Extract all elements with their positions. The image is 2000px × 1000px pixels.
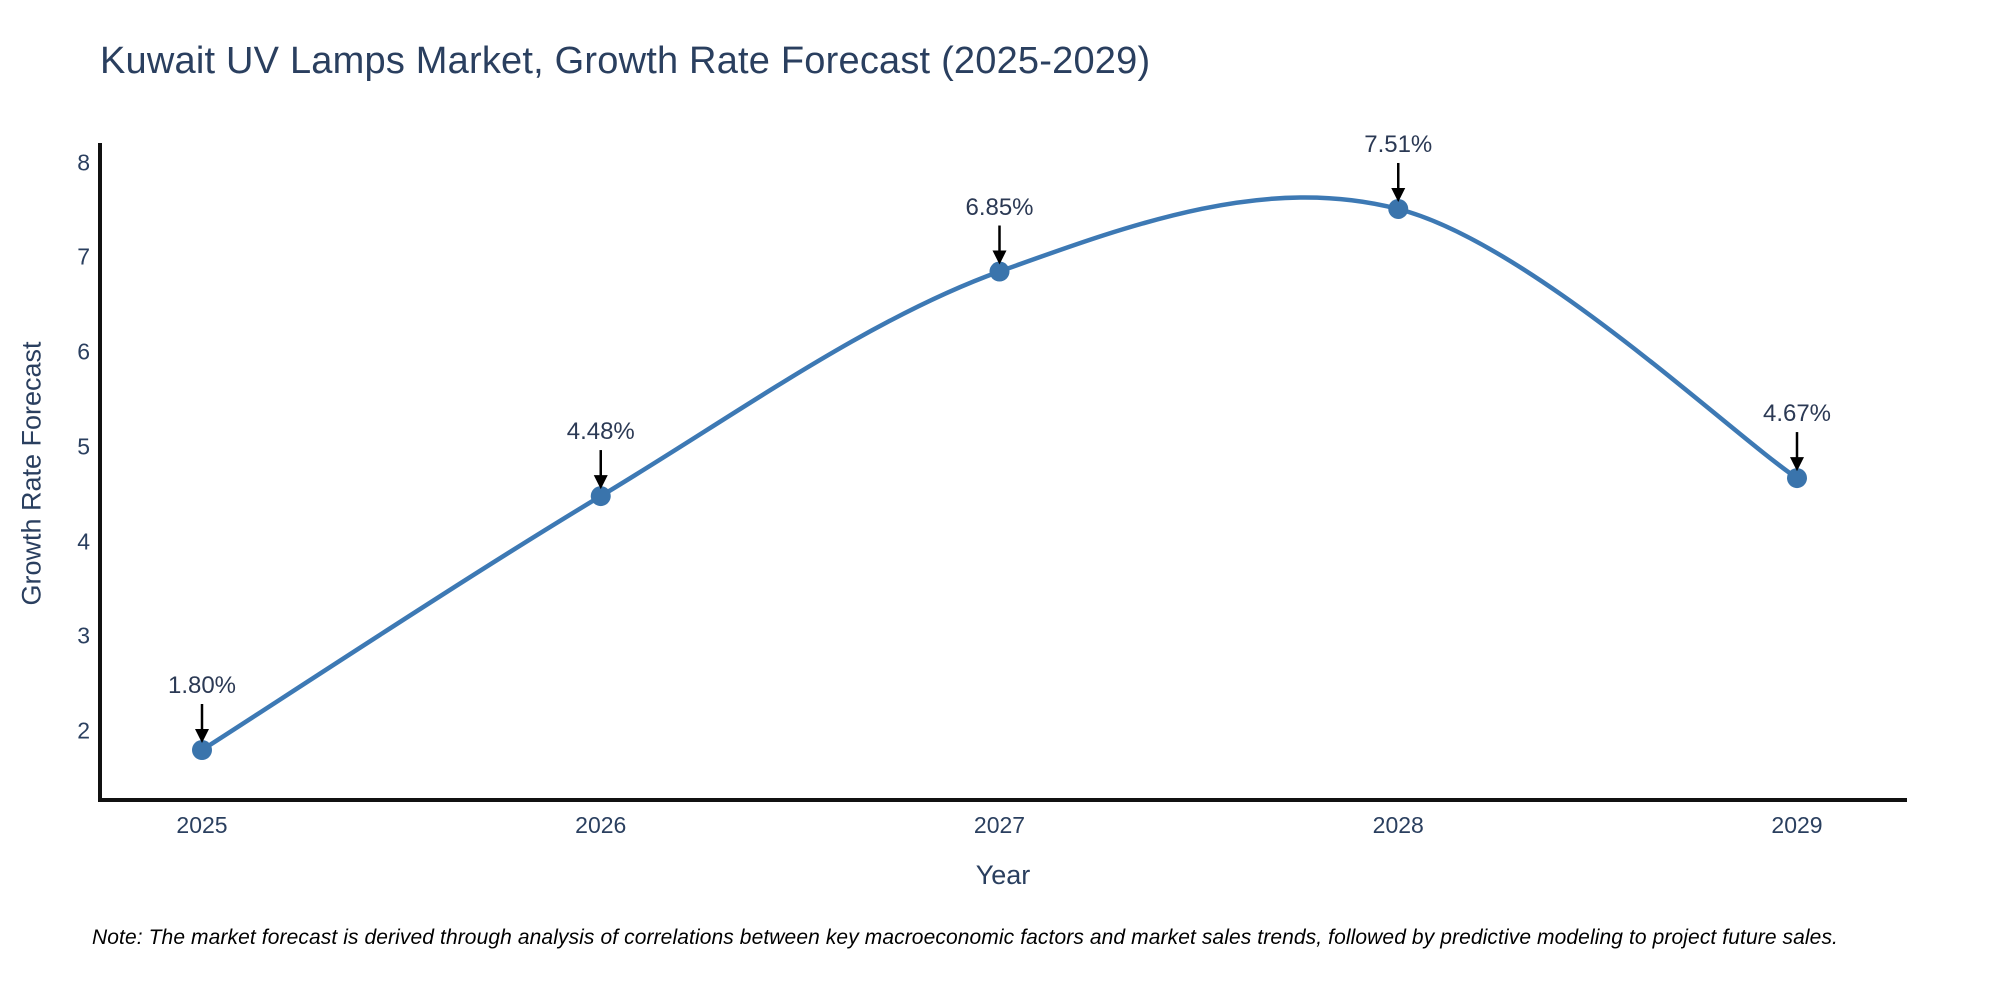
y-tick-label: 3 <box>77 622 90 649</box>
x-tick-label: 2027 <box>973 812 1026 838</box>
x-tick-label: 2026 <box>575 812 627 838</box>
point-value-label: 1.80% <box>167 672 237 699</box>
x-tick-label: 2028 <box>1372 812 1424 838</box>
annotation-arrowhead-icon <box>593 475 608 490</box>
point-value-label: 4.48% <box>566 418 635 446</box>
y-tick-label: 6 <box>77 338 90 365</box>
annotation-arrowhead-icon <box>195 729 209 743</box>
annotation-arrowhead-icon <box>992 250 1007 265</box>
point-value-label: 4.67% <box>1762 400 1832 428</box>
point-value-label: 7.51% <box>1364 130 1433 158</box>
x-tick-label: 2025 <box>176 812 228 838</box>
x-axis-title: Year <box>975 860 1031 890</box>
y-tick-label: 2 <box>77 717 90 744</box>
footnote: Note: The market forecast is derived thr… <box>92 926 1838 949</box>
data-point-marker <box>192 740 212 760</box>
annotation-arrowhead-icon <box>1391 187 1406 202</box>
y-tick-label: 8 <box>77 149 90 176</box>
annotation-arrowhead-icon <box>1790 457 1804 472</box>
data-point-marker <box>989 261 1010 282</box>
data-point-marker <box>1787 468 1807 489</box>
point-value-label: 6.85% <box>965 193 1034 221</box>
y-tick-label: 4 <box>77 528 90 555</box>
y-tick-label: 7 <box>77 243 90 270</box>
y-tick-label: 5 <box>77 433 90 460</box>
x-tick-label: 2029 <box>1771 812 1823 838</box>
data-point-marker <box>1388 198 1409 219</box>
chart-title: Kuwait UV Lamps Market, Growth Rate Fore… <box>100 40 1151 82</box>
data-point-marker <box>590 486 611 507</box>
